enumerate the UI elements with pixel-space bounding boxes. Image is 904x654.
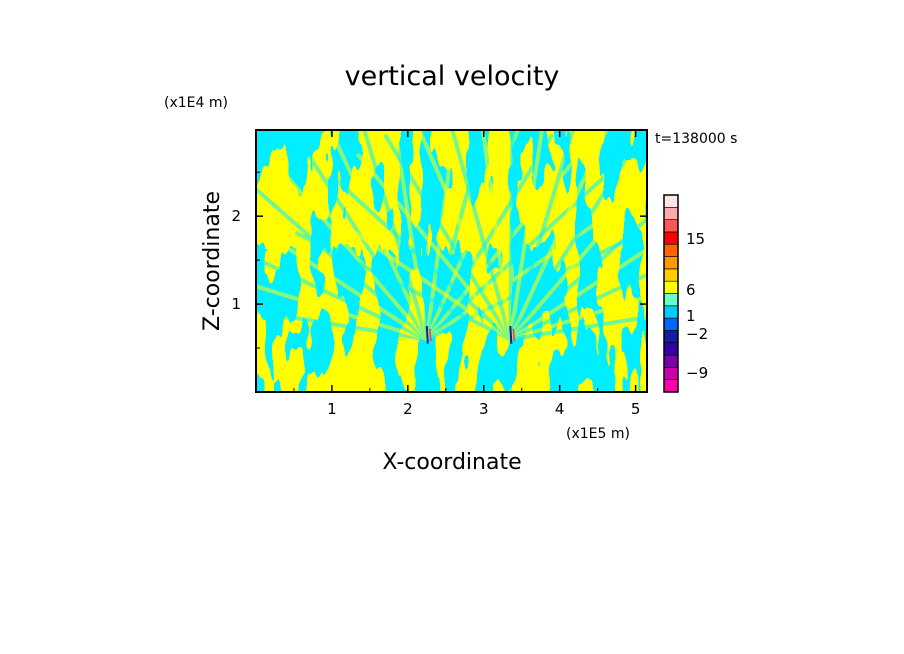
colorbar-level — [663, 367, 679, 380]
colorbar-level — [663, 330, 679, 344]
wave-stripe — [509, 216, 647, 341]
y-tick-label: 1 — [231, 295, 241, 313]
x-axis-label: X-coordinate — [382, 450, 521, 475]
plot-frame — [255, 129, 648, 393]
colorbar-label: −9 — [686, 364, 708, 382]
x-tick-label: 3 — [479, 400, 489, 418]
x-axis: 1 2 3 4 5 — [293, 130, 641, 418]
wave-stripe — [508, 130, 575, 340]
colorbar-level — [663, 256, 679, 270]
chart-title: vertical velocity — [345, 61, 560, 92]
x-unit-label: (x1E5 m) — [566, 426, 630, 442]
wave-stripe — [424, 130, 520, 341]
colorbar: −9 −21 6 15 — [663, 194, 708, 393]
wave-stripe — [417, 130, 513, 341]
colorbar-label: −2 — [686, 325, 708, 343]
wave-stripe — [256, 309, 428, 342]
colorbar-label: 6 — [686, 281, 696, 299]
wave-stripe — [480, 130, 513, 340]
wave-stripe — [422, 130, 429, 340]
wave-stripe — [425, 201, 626, 341]
plot-area — [256, 130, 647, 392]
colorbar-level — [663, 194, 679, 208]
strong-updraft-mark — [512, 328, 516, 342]
x-tick-label: 5 — [631, 400, 641, 418]
wave-stripe — [362, 130, 429, 340]
colorbar-level — [663, 379, 679, 393]
colorbar-level — [663, 219, 679, 233]
wave-stripe — [256, 284, 428, 342]
wave-stripe — [509, 247, 647, 341]
wave-stripe — [509, 294, 647, 342]
wave-stripes — [256, 130, 647, 342]
strong-downdraft-mark — [509, 326, 513, 344]
colorbar-level — [663, 354, 679, 368]
y-unit-label: (x1E4 m) — [164, 95, 228, 111]
colorbar-level — [663, 342, 679, 356]
colorbar-level — [663, 231, 679, 245]
wave-stripe — [450, 130, 513, 340]
colorbar-level — [663, 293, 679, 307]
wave-stripe — [393, 130, 429, 340]
colorbar-label: 15 — [686, 230, 705, 248]
colorbar-level — [663, 280, 679, 294]
wave-stripe — [508, 130, 609, 341]
wave-stripe — [256, 256, 428, 342]
strong-updraft-features — [425, 326, 516, 344]
colorbar-level — [663, 268, 679, 282]
colorbar-level — [663, 243, 679, 257]
wave-stripe — [256, 224, 428, 341]
wave-stripe — [256, 186, 429, 341]
wave-stripe — [331, 175, 512, 341]
wave-stripe — [311, 201, 512, 341]
time-label: t=138000 s — [655, 131, 737, 147]
wave-stripe — [425, 133, 554, 341]
colorbar-label: 1 — [686, 307, 696, 325]
wave-stripe — [268, 155, 429, 341]
wave-stripe — [383, 133, 513, 341]
wave-stripe — [510, 315, 647, 342]
wave-stripe — [508, 136, 642, 341]
wave-stripe — [294, 230, 512, 342]
x-tick-label: 4 — [555, 400, 565, 418]
y-axis: 12 — [231, 171, 647, 349]
x-tick-label: 1 — [327, 400, 337, 418]
y-axis-label: Z-coordinate — [200, 191, 225, 331]
strong-downdraft-mark — [425, 326, 429, 344]
strong-updraft-mark — [429, 328, 432, 342]
colorbar-frame — [663, 194, 679, 393]
wave-stripe — [508, 130, 515, 340]
wave-stripe — [356, 152, 512, 341]
wave-stripe — [508, 130, 544, 340]
colorbar-level — [663, 207, 679, 220]
colorbar-level — [663, 317, 679, 331]
y-tick-label: 2 — [231, 207, 241, 225]
wave-stripe — [508, 177, 647, 341]
wave-stripe — [328, 130, 429, 341]
x-tick-label: 2 — [403, 400, 413, 418]
wave-stripe — [509, 272, 647, 342]
colorbar-level — [663, 305, 679, 319]
